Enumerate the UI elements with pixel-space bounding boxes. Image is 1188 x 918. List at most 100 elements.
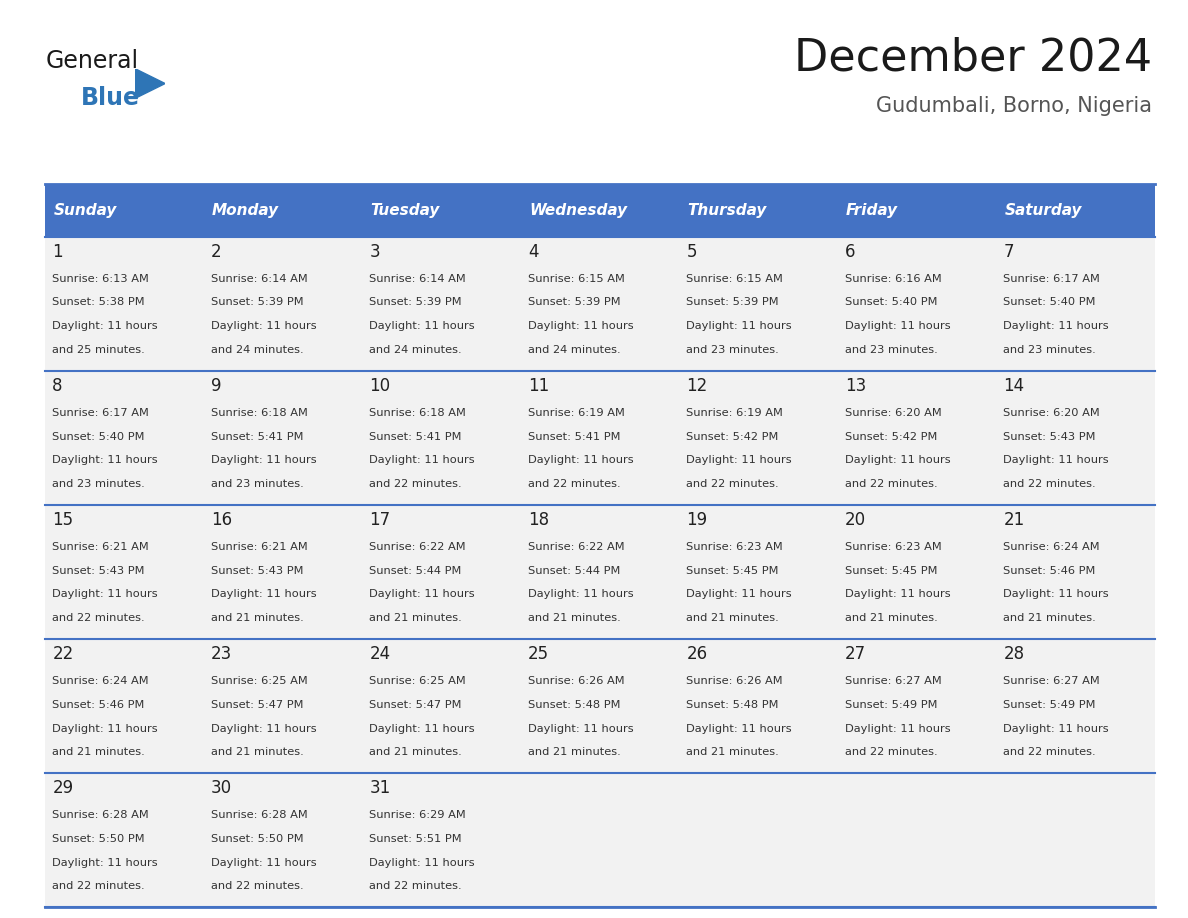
Text: Daylight: 11 hours: Daylight: 11 hours <box>527 723 633 733</box>
Text: Daylight: 11 hours: Daylight: 11 hours <box>210 857 316 868</box>
Text: and 22 minutes.: and 22 minutes. <box>52 613 145 623</box>
Text: Sunrise: 6:26 AM: Sunrise: 6:26 AM <box>527 676 625 686</box>
Text: Sunrise: 6:21 AM: Sunrise: 6:21 AM <box>210 542 308 552</box>
Text: 20: 20 <box>845 511 866 530</box>
Text: 9: 9 <box>210 377 221 396</box>
Text: Sunrise: 6:25 AM: Sunrise: 6:25 AM <box>210 676 308 686</box>
Text: Sunset: 5:44 PM: Sunset: 5:44 PM <box>527 565 620 576</box>
Text: 7: 7 <box>1004 243 1013 262</box>
Text: and 23 minutes.: and 23 minutes. <box>687 345 779 355</box>
Text: and 23 minutes.: and 23 minutes. <box>52 479 145 489</box>
Text: 10: 10 <box>369 377 391 396</box>
Text: 30: 30 <box>210 779 232 798</box>
Text: Sunset: 5:51 PM: Sunset: 5:51 PM <box>369 834 462 844</box>
Text: 13: 13 <box>845 377 866 396</box>
Text: 19: 19 <box>687 511 707 530</box>
Text: Sunrise: 6:17 AM: Sunrise: 6:17 AM <box>52 408 150 418</box>
Text: and 21 minutes.: and 21 minutes. <box>527 613 620 623</box>
Text: Sunset: 5:39 PM: Sunset: 5:39 PM <box>687 297 779 308</box>
Text: Sunset: 5:43 PM: Sunset: 5:43 PM <box>52 565 145 576</box>
Text: Sunrise: 6:23 AM: Sunrise: 6:23 AM <box>687 542 783 552</box>
Text: and 21 minutes.: and 21 minutes. <box>210 747 304 757</box>
Text: Saturday: Saturday <box>1005 203 1082 218</box>
Text: Sunrise: 6:20 AM: Sunrise: 6:20 AM <box>845 408 942 418</box>
Text: and 22 minutes.: and 22 minutes. <box>1004 747 1097 757</box>
Text: 29: 29 <box>52 779 74 798</box>
Text: 26: 26 <box>687 645 707 664</box>
Text: Sunrise: 6:22 AM: Sunrise: 6:22 AM <box>527 542 625 552</box>
Text: and 21 minutes.: and 21 minutes. <box>1004 613 1097 623</box>
Text: Sunrise: 6:14 AM: Sunrise: 6:14 AM <box>369 274 466 284</box>
Text: Blue: Blue <box>81 86 140 110</box>
Text: Daylight: 11 hours: Daylight: 11 hours <box>845 455 950 465</box>
Text: Sunrise: 6:24 AM: Sunrise: 6:24 AM <box>1004 542 1100 552</box>
Text: Daylight: 11 hours: Daylight: 11 hours <box>210 321 316 331</box>
Text: Sunset: 5:38 PM: Sunset: 5:38 PM <box>52 297 145 308</box>
Text: and 21 minutes.: and 21 minutes. <box>369 747 462 757</box>
Text: Friday: Friday <box>846 203 898 218</box>
Text: Daylight: 11 hours: Daylight: 11 hours <box>369 723 475 733</box>
Text: 23: 23 <box>210 645 232 664</box>
Text: Sunrise: 6:18 AM: Sunrise: 6:18 AM <box>369 408 466 418</box>
Text: Sunrise: 6:15 AM: Sunrise: 6:15 AM <box>687 274 783 284</box>
Text: Sunrise: 6:22 AM: Sunrise: 6:22 AM <box>369 542 466 552</box>
Text: and 22 minutes.: and 22 minutes. <box>845 747 937 757</box>
Text: Daylight: 11 hours: Daylight: 11 hours <box>52 857 158 868</box>
Text: Sunset: 5:39 PM: Sunset: 5:39 PM <box>369 297 462 308</box>
Text: Daylight: 11 hours: Daylight: 11 hours <box>369 455 475 465</box>
Text: Sunrise: 6:15 AM: Sunrise: 6:15 AM <box>527 274 625 284</box>
Text: Daylight: 11 hours: Daylight: 11 hours <box>52 455 158 465</box>
Text: Sunrise: 6:13 AM: Sunrise: 6:13 AM <box>52 274 150 284</box>
Text: Monday: Monday <box>211 203 279 218</box>
Text: and 22 minutes.: and 22 minutes. <box>527 479 620 489</box>
Text: Sunset: 5:48 PM: Sunset: 5:48 PM <box>527 700 620 710</box>
Text: Sunrise: 6:26 AM: Sunrise: 6:26 AM <box>687 676 783 686</box>
Text: Sunrise: 6:23 AM: Sunrise: 6:23 AM <box>845 542 942 552</box>
Text: and 21 minutes.: and 21 minutes. <box>210 613 304 623</box>
Text: Sunset: 5:41 PM: Sunset: 5:41 PM <box>527 431 620 442</box>
Text: and 21 minutes.: and 21 minutes. <box>52 747 145 757</box>
Text: Sunset: 5:39 PM: Sunset: 5:39 PM <box>210 297 303 308</box>
Polygon shape <box>135 69 165 98</box>
Text: Sunset: 5:46 PM: Sunset: 5:46 PM <box>1004 565 1095 576</box>
Text: General: General <box>45 50 138 73</box>
Text: and 22 minutes.: and 22 minutes. <box>845 479 937 489</box>
Text: Sunrise: 6:28 AM: Sunrise: 6:28 AM <box>210 810 308 820</box>
Text: Daylight: 11 hours: Daylight: 11 hours <box>52 589 158 599</box>
Text: Sunday: Sunday <box>53 203 116 218</box>
Text: 12: 12 <box>687 377 708 396</box>
Text: 17: 17 <box>369 511 391 530</box>
Text: Daylight: 11 hours: Daylight: 11 hours <box>687 589 792 599</box>
Text: Sunrise: 6:20 AM: Sunrise: 6:20 AM <box>1004 408 1100 418</box>
Text: 11: 11 <box>527 377 549 396</box>
Text: 31: 31 <box>369 779 391 798</box>
Text: Daylight: 11 hours: Daylight: 11 hours <box>369 321 475 331</box>
Text: 28: 28 <box>1004 645 1024 664</box>
Text: Daylight: 11 hours: Daylight: 11 hours <box>527 455 633 465</box>
Text: Daylight: 11 hours: Daylight: 11 hours <box>52 723 158 733</box>
Text: Daylight: 11 hours: Daylight: 11 hours <box>1004 723 1108 733</box>
Text: Daylight: 11 hours: Daylight: 11 hours <box>210 723 316 733</box>
Text: Gudumbali, Borno, Nigeria: Gudumbali, Borno, Nigeria <box>877 96 1152 117</box>
Text: 8: 8 <box>52 377 63 396</box>
Text: Sunset: 5:50 PM: Sunset: 5:50 PM <box>210 834 303 844</box>
Text: Daylight: 11 hours: Daylight: 11 hours <box>52 321 158 331</box>
Text: Sunrise: 6:28 AM: Sunrise: 6:28 AM <box>52 810 148 820</box>
Text: Sunrise: 6:16 AM: Sunrise: 6:16 AM <box>845 274 942 284</box>
Text: and 23 minutes.: and 23 minutes. <box>210 479 304 489</box>
Text: and 22 minutes.: and 22 minutes. <box>52 881 145 891</box>
Text: 5: 5 <box>687 243 697 262</box>
Text: 16: 16 <box>210 511 232 530</box>
Text: Thursday: Thursday <box>688 203 767 218</box>
Text: 1: 1 <box>52 243 63 262</box>
Text: and 21 minutes.: and 21 minutes. <box>687 747 779 757</box>
Text: Sunrise: 6:17 AM: Sunrise: 6:17 AM <box>1004 274 1100 284</box>
Text: and 24 minutes.: and 24 minutes. <box>210 345 303 355</box>
Text: and 21 minutes.: and 21 minutes. <box>369 613 462 623</box>
Text: Sunset: 5:50 PM: Sunset: 5:50 PM <box>52 834 145 844</box>
Text: Daylight: 11 hours: Daylight: 11 hours <box>845 321 950 331</box>
Text: Sunset: 5:40 PM: Sunset: 5:40 PM <box>1004 297 1095 308</box>
Text: Daylight: 11 hours: Daylight: 11 hours <box>1004 455 1108 465</box>
Text: Sunset: 5:40 PM: Sunset: 5:40 PM <box>52 431 145 442</box>
Text: December 2024: December 2024 <box>795 37 1152 80</box>
